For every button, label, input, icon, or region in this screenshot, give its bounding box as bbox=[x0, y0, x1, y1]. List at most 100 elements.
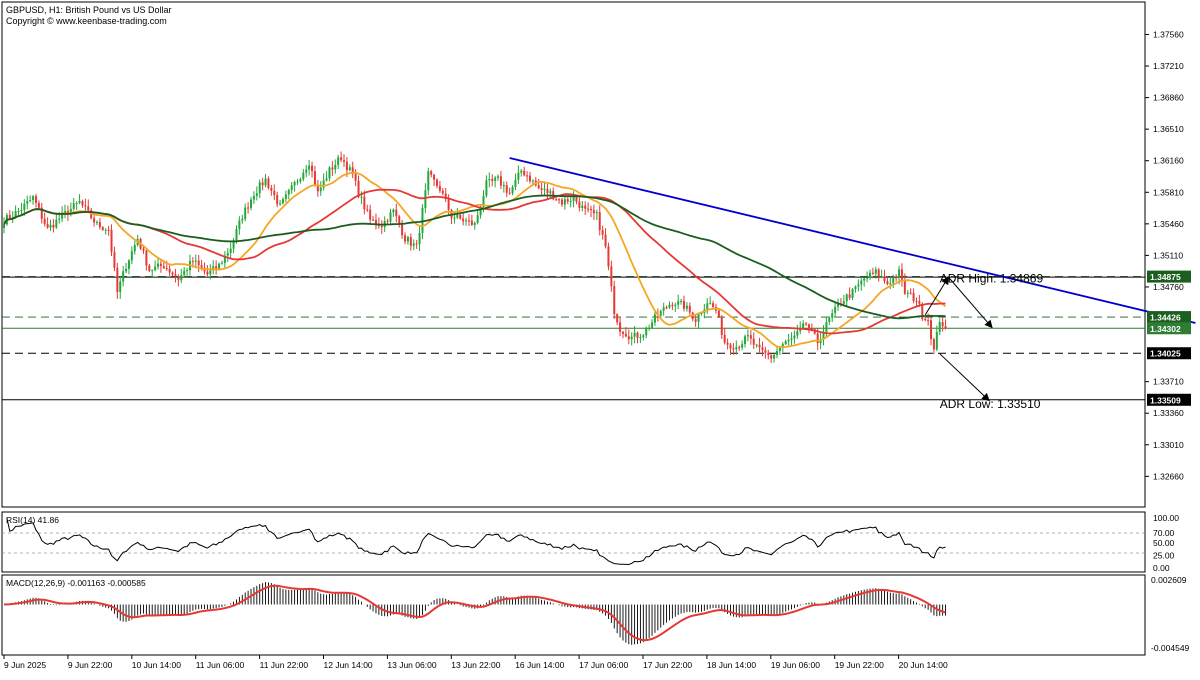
candle-body bbox=[14, 211, 17, 218]
candle-body bbox=[746, 335, 749, 337]
candle-body bbox=[558, 199, 561, 201]
candle-body bbox=[871, 272, 874, 274]
rsi-line bbox=[6, 517, 946, 566]
candle-body bbox=[549, 191, 552, 194]
candle-body bbox=[412, 243, 415, 246]
candle-body bbox=[252, 195, 255, 200]
candle-body bbox=[374, 219, 377, 225]
time-tick-label: 20 Jun 14:00 bbox=[899, 660, 948, 670]
candle-body bbox=[46, 223, 49, 228]
candle-body bbox=[616, 314, 619, 323]
candle-body bbox=[404, 235, 407, 242]
candle-body bbox=[64, 210, 67, 213]
candle-body bbox=[636, 332, 639, 338]
price-tick-label: 1.34760 bbox=[1153, 282, 1184, 292]
candle-body bbox=[526, 175, 529, 177]
time-tick-label: 17 Jun 06:00 bbox=[579, 660, 628, 670]
candle-body bbox=[168, 268, 171, 273]
rsi-panel bbox=[1, 511, 1146, 573]
candle-body bbox=[485, 180, 488, 196]
candle-body bbox=[790, 338, 793, 340]
candle-body bbox=[386, 220, 389, 222]
candle-body bbox=[55, 219, 58, 228]
candle-body bbox=[723, 334, 726, 343]
candle-body bbox=[915, 300, 918, 302]
candle-body bbox=[575, 196, 578, 202]
macd-signal-line bbox=[3, 584, 946, 642]
candle-body bbox=[459, 214, 462, 219]
candle-body bbox=[592, 210, 595, 214]
candle-body bbox=[848, 294, 851, 298]
time-tick-label: 9 Jun 22:00 bbox=[68, 660, 113, 670]
candle-body bbox=[758, 344, 761, 348]
candle-body bbox=[627, 336, 630, 340]
candle-body bbox=[453, 217, 456, 219]
candle-body bbox=[293, 182, 296, 186]
candle-body bbox=[930, 320, 933, 340]
candle-body bbox=[482, 195, 485, 207]
candle-body bbox=[866, 277, 869, 279]
candle-body bbox=[369, 209, 372, 220]
candle-body bbox=[325, 178, 328, 181]
candle-body bbox=[677, 301, 680, 305]
candle-body bbox=[784, 341, 787, 345]
candle-body bbox=[37, 202, 40, 208]
candle-body bbox=[938, 322, 941, 332]
candle-body bbox=[264, 178, 267, 186]
candle-body bbox=[441, 190, 444, 194]
symbol-title: GBPUSD, H1: British Pound vs US Dollar bbox=[6, 5, 172, 15]
candle-body bbox=[316, 184, 319, 192]
candle-body bbox=[528, 175, 531, 182]
candle-body bbox=[119, 281, 122, 292]
candle-body bbox=[145, 250, 148, 266]
candle-body bbox=[110, 229, 113, 252]
candle-body bbox=[645, 327, 648, 336]
candle-body bbox=[311, 165, 314, 172]
candle-body bbox=[20, 209, 23, 211]
trendline[interactable] bbox=[509, 157, 1196, 324]
candle-body bbox=[499, 176, 502, 186]
candle-body bbox=[653, 314, 656, 323]
candle-body bbox=[183, 270, 186, 275]
price-tick-label: 1.32660 bbox=[1153, 471, 1184, 481]
candle-body bbox=[279, 203, 282, 205]
candle-body bbox=[302, 172, 305, 180]
candle-body bbox=[764, 350, 767, 353]
axis-layer: 1.37560 1.37210 1.36860 1.36510 1.36160 1.358… bbox=[3, 29, 1191, 670]
candle-body bbox=[206, 271, 209, 275]
time-tick-label: 10 Jun 14:00 bbox=[132, 660, 181, 670]
projection-arrow bbox=[939, 353, 990, 402]
candle-body bbox=[770, 355, 773, 359]
candle-body bbox=[465, 220, 468, 222]
candle-body bbox=[807, 324, 810, 329]
time-tick-label: 18 Jun 14:00 bbox=[707, 660, 756, 670]
candle-body bbox=[709, 303, 712, 305]
candle-body bbox=[351, 167, 354, 175]
candle-body bbox=[604, 234, 607, 247]
time-tick-label: 19 Jun 22:00 bbox=[835, 660, 884, 670]
candle-body bbox=[427, 171, 430, 191]
candle-body bbox=[793, 335, 796, 339]
level-price-text: 1.34302 bbox=[1150, 324, 1181, 334]
candle-body bbox=[52, 224, 55, 228]
candle-body bbox=[837, 303, 840, 307]
candle-body bbox=[61, 212, 64, 219]
candle-body bbox=[401, 224, 404, 236]
candle-body bbox=[17, 210, 20, 212]
candle-body bbox=[223, 255, 226, 263]
candle-body bbox=[148, 265, 151, 271]
level-price-text: 1.33509 bbox=[1150, 395, 1181, 405]
candle-body bbox=[244, 207, 247, 219]
candle-body bbox=[619, 322, 622, 332]
candle-body bbox=[363, 196, 366, 210]
candle-body bbox=[671, 304, 674, 306]
candle-body bbox=[360, 196, 363, 198]
candle-body bbox=[674, 304, 677, 306]
candle-body bbox=[805, 323, 808, 325]
time-tick-label: 11 Jun 22:00 bbox=[260, 660, 309, 670]
candle-body bbox=[340, 157, 343, 161]
candle-body bbox=[796, 330, 799, 336]
candle-body bbox=[258, 182, 261, 194]
